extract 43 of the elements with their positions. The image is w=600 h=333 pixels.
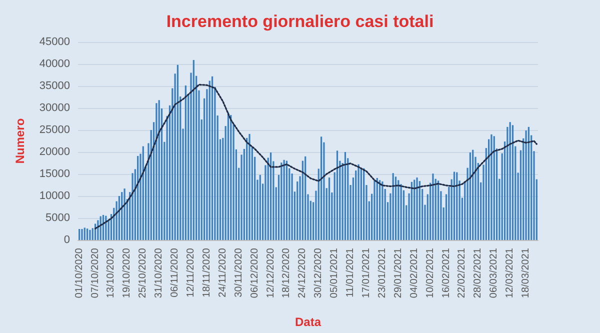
y-tick-label: 45000 xyxy=(39,36,70,48)
x-tick-label: 24/12/2020 xyxy=(297,248,308,298)
x-tick-label: 29/01/2021 xyxy=(392,248,404,298)
x-tick-label: 05/01/2021 xyxy=(329,248,340,298)
x-tick-label: 18/12/2020 xyxy=(281,248,292,298)
x-tick-label: 24/11/2020 xyxy=(217,248,228,298)
x-tick-label: 31/10/2020 xyxy=(154,248,165,298)
x-tick-label: 06/11/2020 xyxy=(170,248,181,298)
x-tick-label: 23/01/2021 xyxy=(376,248,388,298)
chart-title: Incremento giornaliero casi totali xyxy=(166,12,434,31)
x-tick-label: 12/03/2021 xyxy=(504,248,516,298)
x-tick-label: 04/02/2021 xyxy=(408,248,420,298)
x-tick-label: 18/11/2020 xyxy=(201,248,212,298)
y-tick-label: 10000 xyxy=(39,190,70,202)
x-tick-label: 25/10/2020 xyxy=(138,248,149,298)
x-tick-label: 18/03/2021 xyxy=(520,248,532,298)
y-tick-label: 5000 xyxy=(46,212,70,224)
x-tick-label: 30/11/2020 xyxy=(233,248,244,298)
line-series xyxy=(94,84,538,230)
x-axis-title: Data xyxy=(294,315,322,329)
x-tick-label: 16/02/2021 xyxy=(440,248,452,298)
x-tick-label: 30/12/2020 xyxy=(313,248,324,298)
y-tick-label: 25000 xyxy=(39,124,70,136)
x-tick-label: 22/02/2021 xyxy=(456,248,468,298)
y-tick-label: 35000 xyxy=(39,80,70,92)
x-tick-label: 13/10/2020 xyxy=(106,248,117,298)
x-tick-label: 12/12/2020 xyxy=(265,248,276,298)
y-tick-label: 30000 xyxy=(39,102,70,114)
x-tick-label: 28/02/2021 xyxy=(472,248,484,298)
x-tick-label: 17/01/2021 xyxy=(360,248,372,298)
x-tick-label: 12/11/2020 xyxy=(186,248,197,298)
x-tick-label: 06/12/2020 xyxy=(249,248,260,298)
y-tick-label: 40000 xyxy=(39,58,70,70)
y-tick-label: 20000 xyxy=(39,146,70,158)
x-tick-label: 01/10/2020 xyxy=(74,248,85,298)
y-tick-label: 0 xyxy=(64,234,70,246)
x-tick-label: 19/10/2020 xyxy=(122,248,133,298)
x-tick-label: 11/01/2021 xyxy=(345,248,356,298)
y-tick-label: 15000 xyxy=(39,168,70,180)
y-axis-title: Numero xyxy=(13,118,27,164)
x-tick-label: 07/10/2020 xyxy=(90,248,101,298)
x-tick-label: 10/02/2021 xyxy=(424,248,436,298)
x-tick-label: 06/03/2021 xyxy=(488,248,500,298)
